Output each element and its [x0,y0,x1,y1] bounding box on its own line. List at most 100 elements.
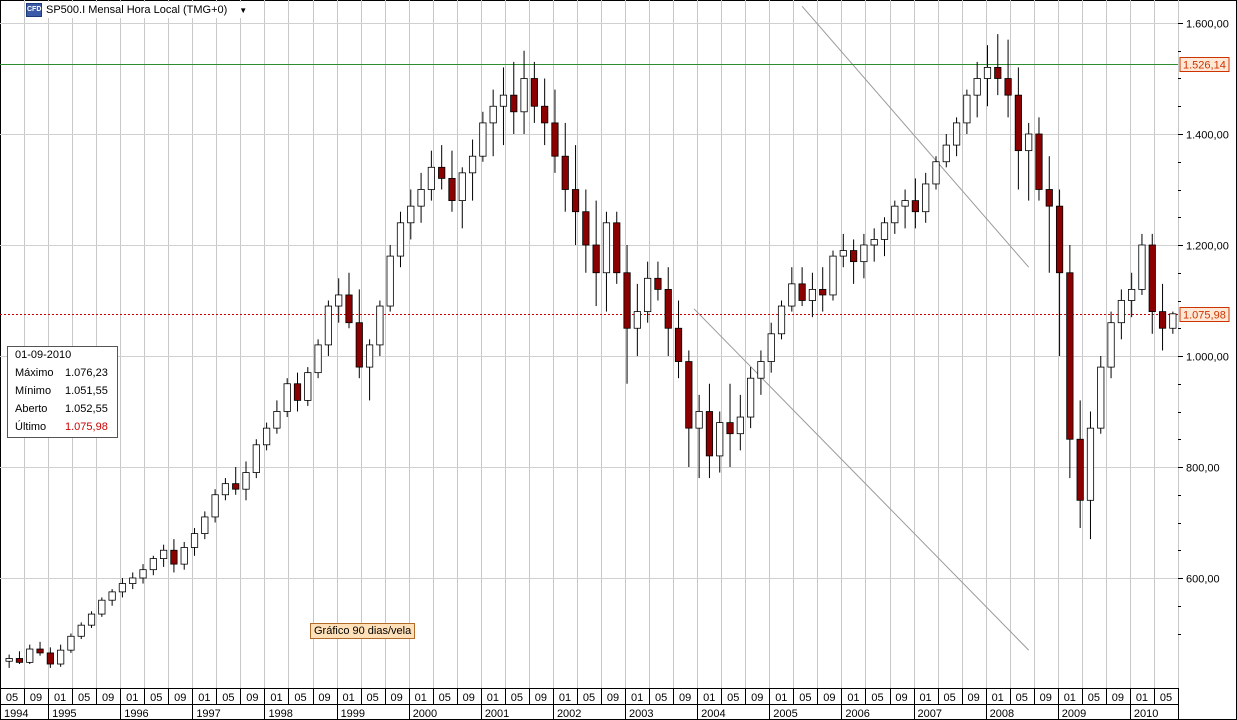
info-date: 01-09-2010 [15,349,72,361]
candle-body [1035,133,1043,190]
info-label: Último [15,421,47,433]
candle-body [798,283,806,301]
x-month-label: 09 [823,692,835,704]
info-value: 1.075,98 [65,421,108,433]
x-month-label: 01 [703,692,715,704]
x-month-label: 01 [415,692,427,704]
candle-body [757,361,765,379]
candle-body [201,516,209,535]
candle-body [1066,272,1074,440]
candle-body [108,591,116,601]
y-tick-label: 1.600,00 [1186,19,1229,31]
x-month-label: 05 [583,692,595,704]
x-month-label: 01 [198,692,210,704]
candle-body [582,211,590,246]
y-tick-label: 1.000,00 [1186,352,1229,364]
x-month-label: 09 [679,692,691,704]
x-month-label: 09 [751,692,763,704]
candle-body [283,383,291,412]
candle-body [263,427,271,446]
candle-body [293,383,302,401]
candle-body [26,648,34,663]
candle-body [613,222,621,274]
candle-body [901,200,909,207]
x-month-label: 09 [1040,692,1052,704]
candle-body [1169,313,1177,329]
x-month-label: 05 [439,692,451,704]
candle-body [1025,133,1033,152]
info-value: 1.076,23 [65,367,108,379]
candle-body [458,172,466,202]
info-label: Aberto [15,403,48,415]
candle-body [850,250,858,263]
candlesticks [5,34,1177,668]
candle-body [664,288,672,329]
candle-body [365,344,374,368]
candle-body [788,283,796,307]
candle-body [304,372,312,401]
x-month-label: 05 [1088,692,1100,704]
info-value: 1.051,55 [65,385,108,397]
candle-body [674,327,683,362]
x-month-label: 09 [246,692,258,704]
candle-body [819,288,827,296]
candle-body [46,652,54,665]
candle-body [98,599,106,615]
x-month-label: 09 [607,692,619,704]
x-month-label: 05 [943,692,955,704]
price-label-box [1179,307,1230,322]
candle-body [489,105,497,124]
candle-body [1045,189,1053,207]
candle-body [726,422,734,435]
candle-body [860,244,868,263]
candle-body [1097,366,1105,429]
candle-body [1128,288,1136,301]
candle-body [57,649,65,665]
candle-body [880,222,889,240]
price-label: 1.075,98 [1183,310,1226,322]
candle-body [149,558,157,571]
info-date-row: 01-09-2010 [15,349,111,361]
candle-body [891,205,899,224]
x-month-label: 01 [992,692,1004,704]
candle-body [911,200,919,213]
candle-body [129,577,137,584]
x-month-label: 05 [871,692,883,704]
x-year-label: 2001 [485,708,509,720]
cfd-badge-icon: CFD [26,3,42,17]
candle-body [1055,205,1064,274]
x-month-label: 09 [463,692,475,704]
y-tick-label: 1.200,00 [1186,241,1229,253]
candle-body [644,277,652,312]
candle-body [499,94,508,107]
x-year-label: 2008 [990,708,1014,720]
x-month-label: 01 [270,692,282,704]
candle-body [1138,244,1146,290]
candle-body [1117,300,1125,324]
candle-body [1086,427,1095,501]
horizontal-lines: 1.526,14 1.075,98 [0,57,1230,322]
x-month-label: 05 [655,692,667,704]
price-label: 1.526,14 [1183,60,1226,72]
x-year-label: 2000 [413,708,437,720]
candle-body [407,205,415,224]
x-month-label: 01 [847,692,859,704]
candle-body [870,239,878,246]
x-month-label: 01 [1136,692,1148,704]
x-year-label: 2003 [629,708,653,720]
y-tick-label: 1.400,00 [1186,130,1229,142]
info-row-high: Máximo 1.076,23 [15,367,111,379]
chart-title: SP500.I Mensal Hora Local (TMG+0) [46,4,228,16]
candle-body [1158,311,1167,329]
candle-body [602,222,611,274]
candle-body [922,183,930,213]
candle-body [1014,94,1022,152]
candle-body [952,122,961,146]
candle-body [273,411,281,429]
candle-body [942,144,950,163]
candle-body [232,483,240,490]
candle-body [396,222,405,257]
candle-body [1076,438,1084,501]
chevron-down-icon[interactable]: ▼ [239,5,248,15]
